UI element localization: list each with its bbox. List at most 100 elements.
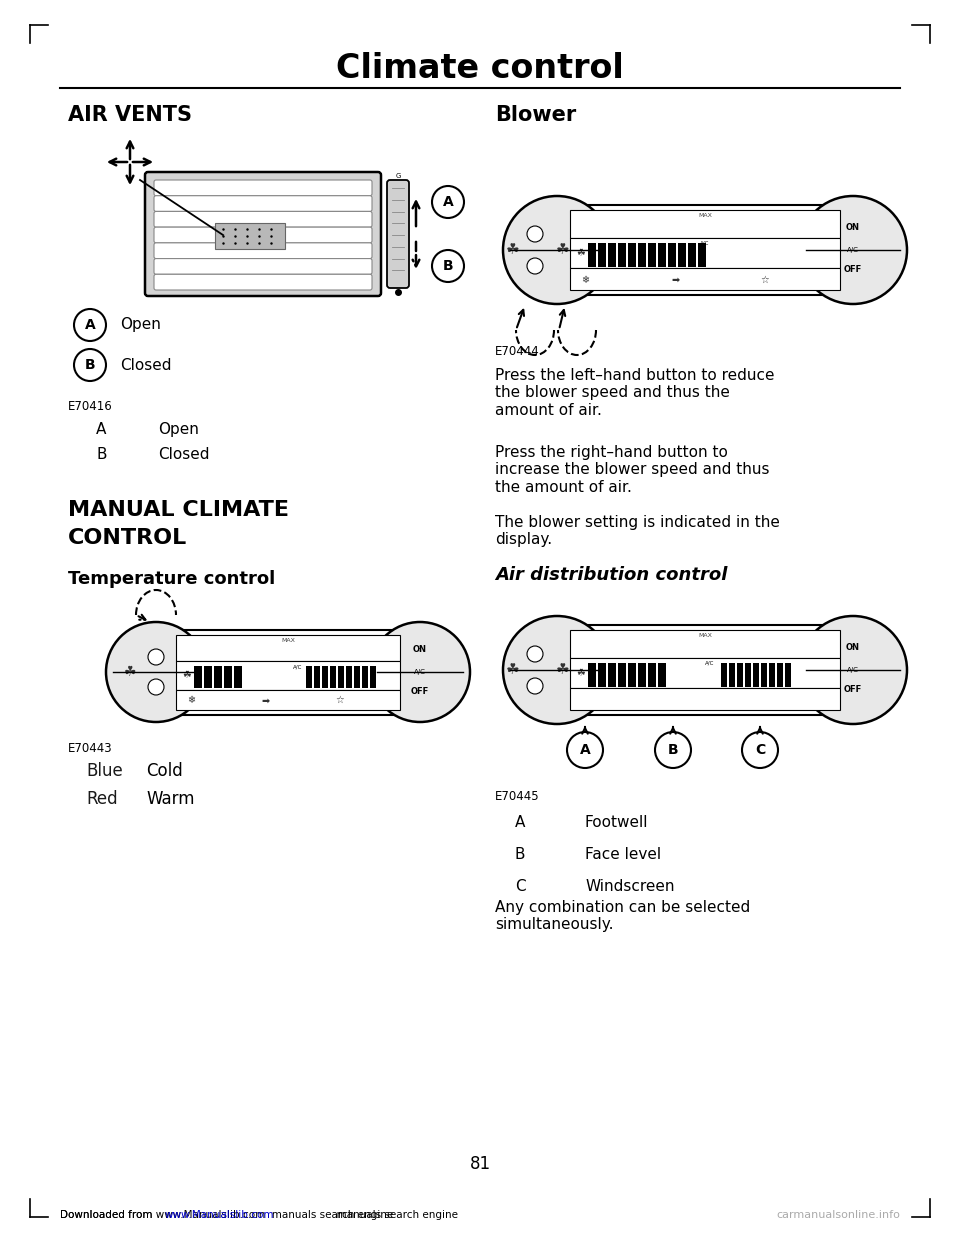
Bar	[306, 666, 312, 688]
Bar	[224, 666, 232, 688]
FancyBboxPatch shape	[557, 205, 853, 296]
Bar	[745, 662, 752, 687]
Text: ☘: ☘	[576, 248, 585, 258]
Bar	[737, 662, 743, 687]
Text: ➡: ➡	[261, 696, 269, 705]
Text: B: B	[84, 358, 95, 373]
Circle shape	[527, 258, 543, 274]
Bar	[628, 662, 636, 687]
Bar	[598, 242, 606, 267]
Text: A: A	[580, 743, 590, 758]
Bar	[658, 242, 666, 267]
Bar	[730, 662, 735, 687]
Text: OFF: OFF	[844, 266, 862, 274]
Text: Downloaded from: Downloaded from	[60, 1210, 156, 1220]
Bar	[346, 666, 352, 688]
Text: A/C: A/C	[847, 667, 859, 673]
FancyBboxPatch shape	[387, 180, 409, 288]
Text: ☘: ☘	[506, 662, 519, 677]
Bar	[698, 242, 706, 267]
Text: 81: 81	[469, 1155, 491, 1172]
Text: Press the left–hand button to reduce
the blower speed and thus the
amount of air: Press the left–hand button to reduce the…	[495, 368, 775, 417]
Bar	[769, 662, 776, 687]
FancyBboxPatch shape	[154, 196, 372, 211]
Bar	[668, 242, 676, 267]
Bar	[638, 242, 646, 267]
Text: E70444: E70444	[495, 345, 540, 358]
Text: A/C: A/C	[700, 241, 709, 246]
Bar	[194, 666, 202, 688]
Text: ☘: ☘	[124, 664, 136, 679]
Bar	[176, 689, 400, 710]
Text: MANUAL CLIMATE: MANUAL CLIMATE	[68, 501, 289, 520]
Text: Face level: Face level	[585, 847, 661, 862]
Text: B: B	[443, 260, 453, 273]
Bar	[214, 666, 222, 688]
Bar	[648, 242, 656, 267]
Text: Red: Red	[86, 790, 118, 809]
Bar	[176, 661, 400, 689]
Bar	[176, 635, 400, 661]
Text: MAX: MAX	[698, 212, 712, 219]
Text: Press the right–hand button to
increase the blower speed and thus
the amount of : Press the right–hand button to increase …	[495, 445, 770, 494]
Text: A: A	[96, 422, 107, 437]
Text: Climate control: Climate control	[336, 52, 624, 84]
Circle shape	[503, 616, 611, 724]
Bar	[234, 666, 242, 688]
Text: □: □	[391, 667, 399, 677]
Text: Windscreen: Windscreen	[585, 879, 675, 894]
Text: A/C: A/C	[414, 669, 426, 674]
Bar	[570, 688, 840, 710]
Text: Closed: Closed	[158, 447, 209, 462]
Bar	[204, 666, 212, 688]
Text: Warm: Warm	[146, 790, 195, 809]
Text: □: □	[820, 245, 830, 255]
Text: MAX: MAX	[698, 633, 712, 638]
Text: Any combination can be selected
simultaneously.: Any combination can be selected simultan…	[495, 900, 751, 933]
Text: A/C: A/C	[705, 661, 714, 666]
Bar	[588, 242, 596, 267]
Bar	[618, 242, 626, 267]
Bar	[618, 662, 626, 687]
Bar	[678, 242, 686, 267]
Text: B: B	[668, 743, 679, 758]
Circle shape	[503, 196, 611, 304]
Bar	[598, 662, 606, 687]
Text: ON: ON	[413, 646, 427, 655]
Text: MAX: MAX	[281, 638, 295, 643]
Text: manuals search engine: manuals search engine	[330, 1210, 458, 1220]
FancyBboxPatch shape	[557, 625, 853, 715]
Bar	[570, 268, 840, 289]
Text: ☘: ☘	[176, 664, 188, 679]
Text: E70416: E70416	[68, 400, 112, 414]
Text: A: A	[515, 815, 525, 830]
Bar	[570, 238, 840, 268]
Text: Open: Open	[120, 318, 161, 333]
Text: B: B	[96, 447, 107, 462]
Text: ☘: ☘	[182, 671, 191, 681]
Bar	[721, 662, 728, 687]
Text: Closed: Closed	[120, 358, 172, 373]
Text: Downloaded from www.Manualslib.com  manuals search engine: Downloaded from www.Manualslib.com manua…	[60, 1210, 394, 1220]
Circle shape	[148, 679, 164, 696]
Text: CONTROL: CONTROL	[68, 528, 187, 548]
Bar	[370, 666, 376, 688]
Text: E70445: E70445	[495, 790, 540, 804]
Text: Air distribution control: Air distribution control	[495, 566, 728, 584]
FancyBboxPatch shape	[154, 243, 372, 258]
Bar	[215, 224, 285, 248]
Text: C: C	[515, 879, 526, 894]
Text: C: C	[755, 743, 765, 758]
Bar	[330, 666, 336, 688]
Text: ❄: ❄	[187, 696, 195, 705]
Bar	[322, 666, 328, 688]
Text: OFF: OFF	[844, 686, 862, 694]
Bar	[362, 666, 368, 688]
Text: G: G	[396, 173, 400, 179]
Bar	[588, 662, 596, 687]
Bar	[754, 662, 759, 687]
Text: Blue: Blue	[86, 763, 123, 780]
Text: ☘: ☘	[506, 242, 519, 257]
Bar	[314, 666, 320, 688]
Bar	[570, 658, 840, 688]
